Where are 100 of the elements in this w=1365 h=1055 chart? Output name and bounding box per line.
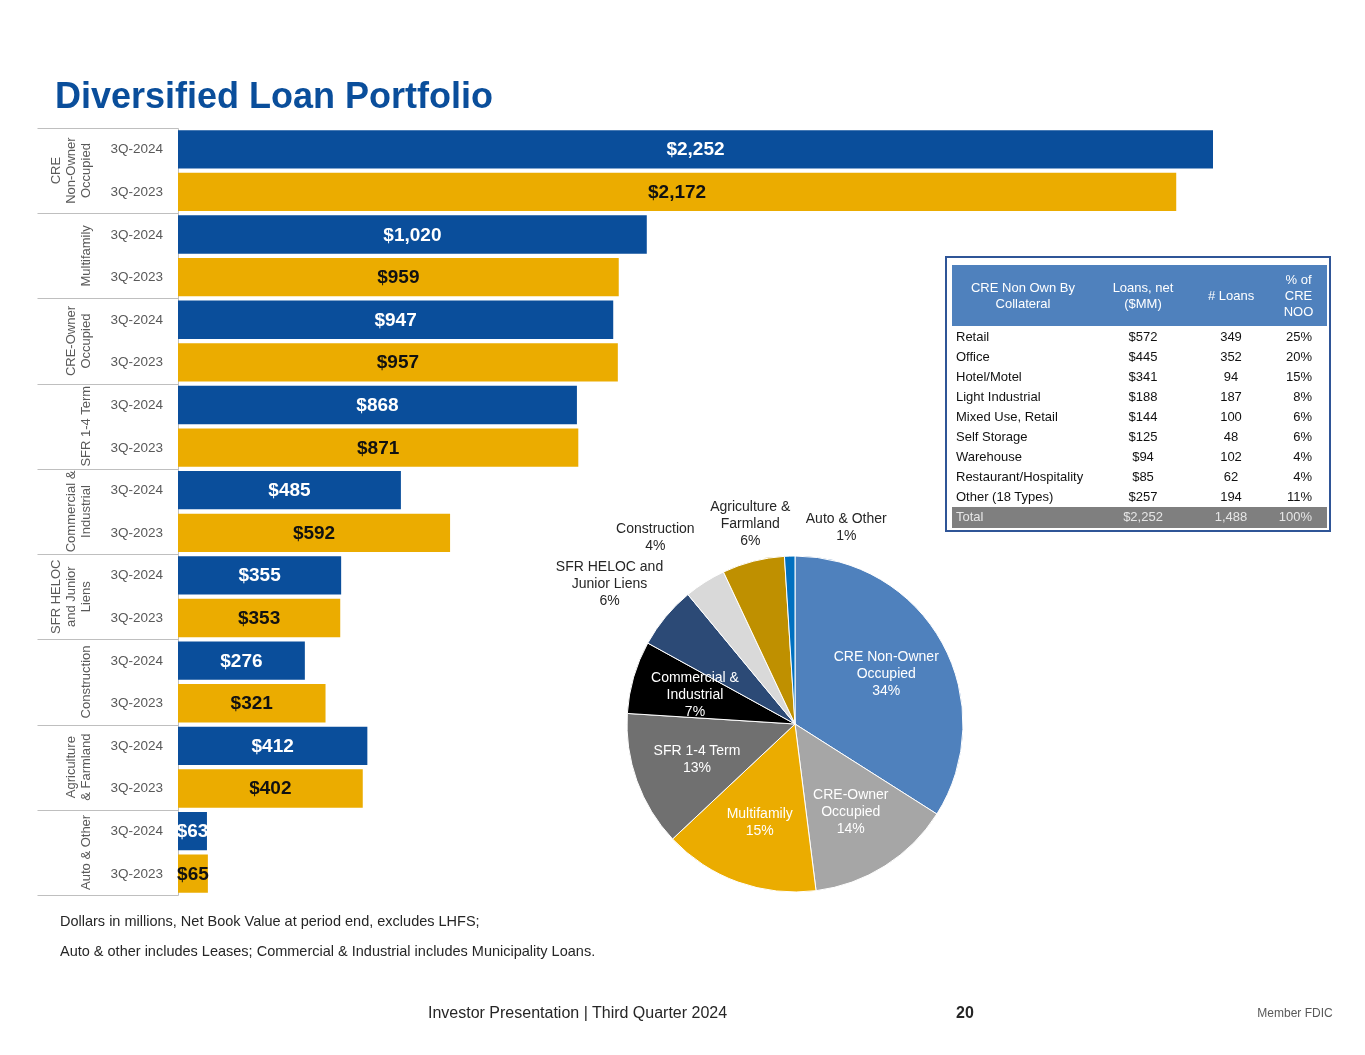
bar [178,385,577,425]
annotation: Retail [956,329,990,344]
annotation: Mixed Use, Retail [956,409,1058,424]
bar [178,726,368,766]
y-tick-label: CRE Non-Owner Occupied [47,136,93,204]
slice-label: Auto & Other [805,509,888,526]
data-label: $959 [377,266,420,288]
annotation: $572 [1128,329,1158,344]
bar [178,471,401,510]
slice-label: Construction [616,519,695,536]
annotation: Total [956,509,984,524]
text: Auto & other includes Leases; Commercial & Industrial includes Municipality Loans. [60,943,596,959]
text: 3Q-2023 [110,439,163,455]
data-label: $2,252 [666,138,725,160]
data-label: 1% [836,526,857,543]
annotation: $85 [1132,469,1154,484]
y-tick-label: SFR 1-4 Term [77,385,93,467]
text: 25% [1285,329,1313,344]
data-label: $63 [176,820,209,842]
chart-title: Diversified Loan Portfolio [55,74,494,116]
text: Investor Presentation | Third Quarter 2024 [428,1004,728,1021]
text: 3Q-2023 [110,269,163,285]
annotation: $257 [1128,489,1158,504]
y-tick-label: Commercial & Industrial [62,470,93,553]
y-tick-label: CRE-Owner Occupied [62,305,93,377]
text: 48 [1223,429,1239,444]
data-label: $353 [237,607,281,629]
annotation: $2,252 [1123,509,1163,524]
annotation: $445 [1128,349,1158,364]
text: 15% [1285,369,1313,384]
bar [178,300,614,339]
text: 100 [1220,409,1242,424]
y-tick-label: SFR HELOC and Junior Liens [47,559,93,634]
annotation: Office [956,349,990,364]
data-label: $947 [374,308,417,330]
text: 3Q-2023 [110,524,163,540]
slice-label: Multifamily [726,804,793,821]
bar [178,172,1177,212]
bar [178,130,1213,169]
data-label: 6% [740,532,761,549]
bar [178,513,451,552]
data-label: $2,172 [648,180,707,202]
text: 3Q-2024 [110,737,163,753]
data-label: $592 [292,521,336,543]
text: 3Q-2024 [110,482,163,498]
text: 352 [1220,349,1242,364]
text: Member FDIC [1257,1006,1333,1020]
text: 100% [1278,509,1313,524]
bar [178,684,326,723]
data-label: $276 [220,649,263,671]
data-label: $868 [356,393,399,415]
annotation: $94 [1132,449,1154,464]
annotation: Self Storage [956,429,1028,444]
text: 3Q-2023 [110,354,163,370]
annotation: # Loans [1207,287,1255,303]
bar [178,343,618,382]
text: 3Q-2023 [110,780,163,796]
y-tick-label: Construction [77,645,93,719]
annotation: $341 [1128,369,1158,384]
data-label: $355 [238,564,282,586]
text: 6% [1293,429,1313,444]
slice-label: SFR HELOC and Junior Liens [555,557,664,591]
annotation: $144 [1128,409,1158,424]
data-label: $402 [249,777,292,799]
text: 8% [1293,389,1313,404]
text: 11% [1286,489,1313,504]
data-label: $957 [376,351,420,373]
text: 102 [1220,449,1242,464]
annotation: $125 [1128,429,1158,444]
bar [178,769,363,808]
text: 194 [1220,489,1242,504]
data-label: 14% [836,819,865,836]
annotation: CRE Non Own By Collateral [970,279,1076,311]
annotation: Hotel/Motel [956,369,1022,384]
y-tick-label: Multifamily [77,224,93,287]
text: % of CRE NOO [1283,271,1314,319]
data-label: 34% [872,681,901,698]
text: 4% [1293,469,1313,484]
text: 3Q-2023 [110,695,163,711]
bar [178,257,619,297]
data-label: 7% [684,702,706,719]
text: 3Q-2023 [110,610,163,626]
text: 3Q-2024 [110,226,163,242]
text: 6% [1293,409,1313,424]
slice-label: CRE-Owner Occupied [813,785,889,819]
bar [178,215,647,254]
data-label: $485 [268,479,312,501]
data-label: 13% [682,758,712,775]
y-tick-label: Auto & Other [77,814,93,890]
text: 349 [1220,329,1242,344]
text: 4% [1293,449,1313,464]
annotation: Other (18 Types) [956,489,1054,504]
data-label: 6% [599,591,620,608]
data-label: 15% [745,821,774,838]
slice-label: CRE Non-Owner Occupied [833,647,940,681]
slice-label: SFR 1-4 Term [653,741,741,758]
text: 3Q-2023 [110,865,163,881]
text: 3Q-2024 [110,567,163,583]
text: 3Q-2024 [110,396,163,412]
annotation: Warehouse [956,449,1022,464]
